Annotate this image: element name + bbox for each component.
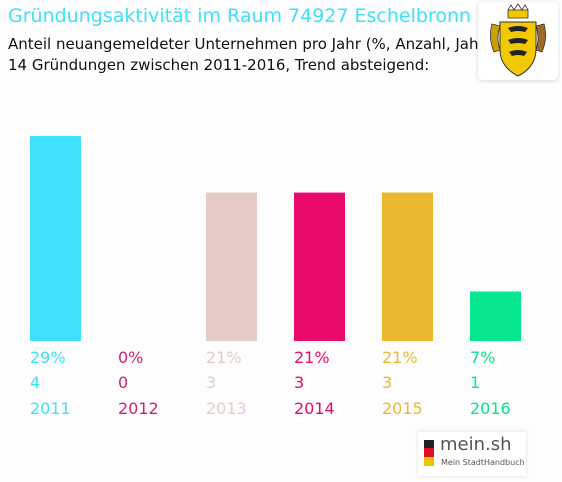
chart-summary: 14 Gründungen zwischen 2011-2016, Trend … xyxy=(8,56,430,74)
count-label-2016: 1 xyxy=(470,373,480,392)
percent-label-2015: 21% xyxy=(382,348,418,367)
percent-label-2016: 7% xyxy=(470,348,495,367)
count-label-2014: 3 xyxy=(294,373,304,392)
bar-2016 xyxy=(470,291,521,341)
chart-subtitle: Anteil neuangemeldeter Unternehmen pro J… xyxy=(8,35,491,53)
count-label-2012: 0 xyxy=(118,373,128,392)
year-label-2013: 2013 xyxy=(206,399,247,418)
count-label-2013: 3 xyxy=(206,373,216,392)
year-label-2012: 2012 xyxy=(118,399,159,418)
bar-2015 xyxy=(382,192,433,341)
year-label-2014: 2014 xyxy=(294,399,335,418)
percent-label-2011: 29% xyxy=(30,348,66,367)
bar-2014 xyxy=(294,192,345,341)
percent-label-2014: 21% xyxy=(294,348,330,367)
bar-2011 xyxy=(30,136,81,341)
germany-map-icon xyxy=(424,440,434,466)
count-label-2015: 3 xyxy=(382,373,392,392)
year-label-2016: 2016 xyxy=(470,399,511,418)
year-label-2011: 2011 xyxy=(30,399,71,418)
bar-2013 xyxy=(206,192,257,341)
brand-name: mein.sh xyxy=(440,434,512,455)
chart-title: Gründungsaktivität im Raum 74927 Eschelb… xyxy=(8,5,472,27)
coat-of-arms-icon xyxy=(478,2,558,80)
count-label-2011: 4 xyxy=(30,373,40,392)
brand-logo: mein.sh Mein StadtHandbuch xyxy=(418,432,526,476)
percent-label-2012: 0% xyxy=(118,348,143,367)
year-label-2015: 2015 xyxy=(382,399,423,418)
brand-tagline: Mein StadtHandbuch xyxy=(441,458,525,467)
percent-label-2013: 21% xyxy=(206,348,242,367)
